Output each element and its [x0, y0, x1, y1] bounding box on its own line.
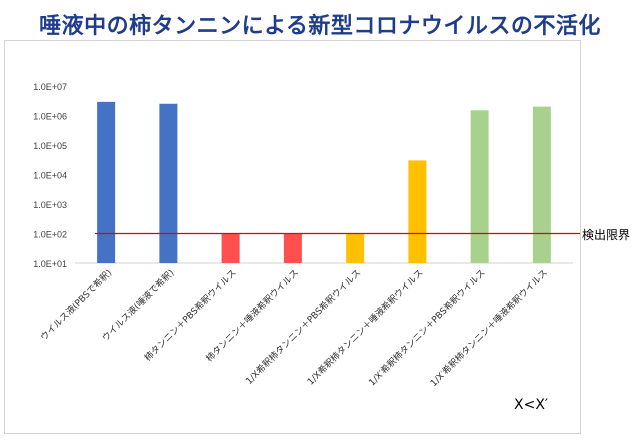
y-tick-label: 1.0E+03 [33, 200, 67, 210]
chart-title: 唾液中の柿タンニンによる新型コロナウイルスの不活化 [39, 14, 601, 39]
y-tick-label: 1.0E+04 [33, 171, 67, 181]
y-tick-label: 1.0E+05 [33, 141, 67, 151]
x-tick-label: 1/X′希釈柿タンニン＋PBS希釈ウイルス [366, 267, 488, 389]
y-tick-label: 1.0E+02 [33, 230, 67, 240]
bar [470, 110, 489, 264]
x-tick-label: 1/X′希釈柿タンニン＋唾液希釈ウイルス [428, 267, 550, 389]
y-tick-label: 1.0E+07 [33, 82, 67, 92]
bar-chart: 1.0E+01 1.0E+02 1.0E+03 1.0E+04 1.0E+05 1.0E+… [33, 82, 580, 389]
dilution-note: X<X′ [514, 397, 549, 413]
bar [283, 233, 302, 263]
bar [346, 233, 365, 263]
x-tick-label: 1/X希釈柿タンニン＋唾液希釈ウイルス [305, 267, 426, 388]
detection-limit-label: 検出限界 [582, 228, 631, 242]
bar [97, 101, 116, 264]
bar [221, 233, 240, 263]
bar [408, 160, 427, 263]
bar [159, 103, 178, 263]
y-tick-label: 1.0E+06 [33, 112, 67, 122]
x-tick-label: ウイルス液(PBSで希釈) [38, 267, 115, 344]
bar [532, 106, 551, 263]
x-tick-label: 1/X希釈柿タンニン＋PBS希釈ウイルス [243, 267, 363, 387]
chart-area: 1.0E+01 1.0E+02 1.0E+03 1.0E+04 1.0E+05 1.0E+… [4, 40, 581, 434]
y-tick-label: 1.0E+01 [33, 259, 67, 269]
